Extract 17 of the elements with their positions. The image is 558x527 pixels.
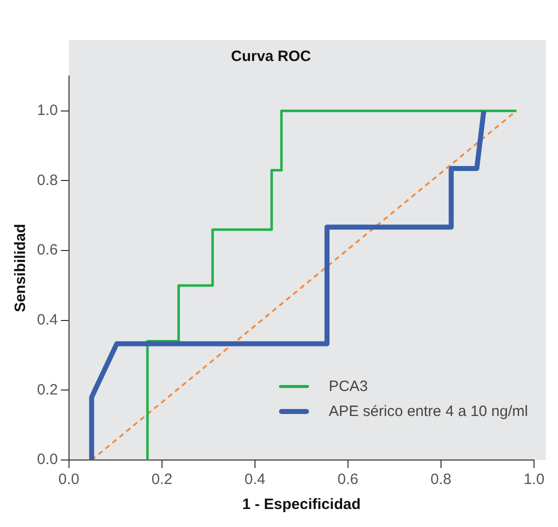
- y-tick-label: 1.0: [36, 102, 58, 120]
- chart-title: Curva ROC: [230, 48, 312, 66]
- y-axis-title: Sensibilidad: [12, 224, 30, 312]
- x-tick-label: 0.2: [151, 471, 172, 488]
- y-tick-label: 0.6: [36, 242, 58, 259]
- y-tick-label: 0.8: [36, 172, 58, 189]
- x-tick-label: 0.6: [338, 471, 358, 488]
- y-tick-label: 0.2: [36, 381, 58, 398]
- y-tick-label: 0.4: [36, 312, 58, 329]
- x-tick-label: 1.0: [524, 471, 544, 488]
- y-tick-label: 0.0: [36, 451, 58, 468]
- x-tick-label: 0.4: [244, 471, 266, 488]
- legend-label: APE sérico entre 4 a 10 ng/ml: [328, 403, 528, 420]
- x-axis-title: 1 - Especificidad: [242, 496, 361, 514]
- legend-label: PCA3: [328, 378, 368, 395]
- x-tick-label: 0.8: [430, 471, 452, 488]
- x-tick-label: 0.0: [58, 471, 80, 488]
